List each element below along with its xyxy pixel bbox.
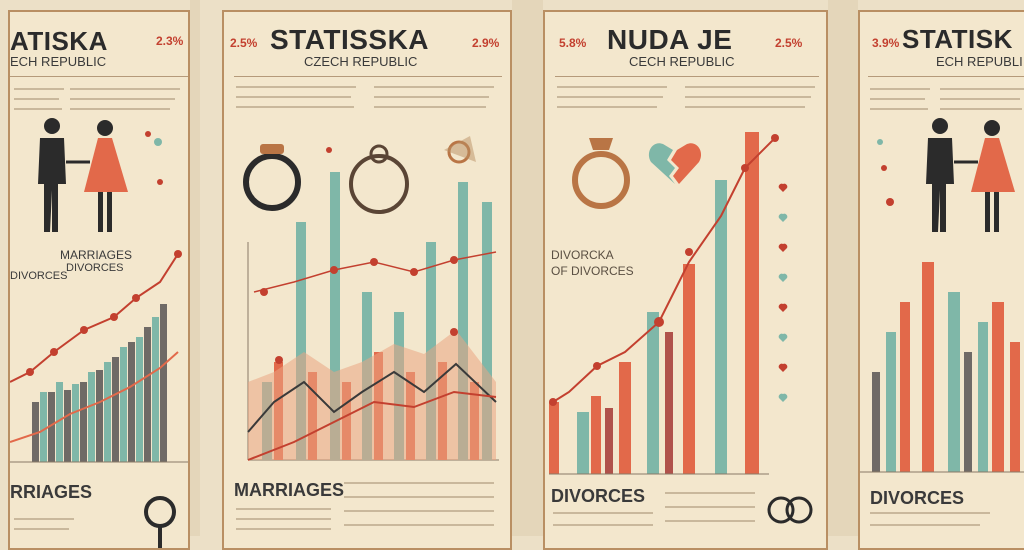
text-line [870,88,930,90]
text-line [870,98,925,100]
panel-1-footer: RRIAGES [10,482,93,502]
panel-1-rule [10,76,188,77]
text-line [665,506,755,508]
panel-gap [828,0,858,536]
text-line [870,524,980,526]
text-line [14,88,64,90]
infographic-panel-3: 5.8% NUDA JE 2.5% CECH REPUBLIC DIVORCKA… [543,10,828,550]
panel-4-pct-left: 3.9% [872,36,900,50]
panel-4-title: STATISK [902,24,1013,54]
legend-marriages: MARRIAGES [60,248,133,262]
text-line [685,86,815,88]
text-line [344,510,494,512]
panel-gap [190,0,200,536]
interlocked-rings-icon [767,496,813,524]
panel-1-subtitle: ECH REPUBLIC [10,54,107,69]
panel-2-title: STATISSKA [270,24,430,55]
panel-3-chart [549,132,779,475]
panel-2-rule [234,76,502,77]
panel-3-title: NUDA JE [607,24,733,55]
legend-divorces-left: DIVORCES [10,270,68,282]
text-line [236,518,331,520]
text-line [70,88,180,90]
text-line [236,96,351,98]
panel-3-subtitle: CECH REPUBLIC [629,54,735,69]
infographic-panel-4: 3.9% STATISK ECH REPUBLI DIVORCES [858,10,1024,550]
panel-1-pct-right: 2.3% [156,34,184,48]
text-line [14,98,59,100]
panel-3-pct-right: 2.5% [775,36,803,50]
text-line [374,86,494,88]
panel-1-title: ATISKA [10,26,108,56]
text-line [553,524,653,526]
panel-gap [512,0,543,536]
text-line [940,98,1020,100]
panel-3-footer: DIVORCES [551,486,646,506]
heart-legend [778,183,788,402]
text-line [557,106,657,108]
panel-3-rule [555,76,819,77]
text-line [870,512,990,514]
text-line [685,106,805,108]
infographic-panel-1: ATISKA 2.3% ECH REPUBLIC MARRIAGES DIVOR… [8,10,190,550]
text-line [344,496,494,498]
text-line [236,508,331,510]
annotation-line-2: OF DIVORCES [551,264,634,278]
text-line [553,512,653,514]
panel-4-chart [860,262,1024,473]
panel-4-subtitle: ECH REPUBLI [936,54,1023,69]
infographic-panel-2: 2.5% STATISSKA 2.9% CZECH REPUBLIC [222,10,512,550]
panel-3-pct-left: 5.8% [559,36,587,50]
text-line [940,108,1022,110]
panel-2-footer: MARRIAGES [234,480,345,500]
ring-icon [144,496,176,548]
text-line [665,520,755,522]
panel-2-chart [247,172,499,461]
text-line [236,528,331,530]
text-line [374,106,486,108]
panel-4-footer: DIVORCES [870,488,965,508]
text-line [665,492,755,494]
panel-2-pct-left: 2.5% [230,36,258,50]
text-line [870,108,928,110]
text-line [70,108,170,110]
text-line [236,86,356,88]
text-line [344,524,494,526]
couple-icon [38,118,163,232]
panel-2-pct-right: 2.9% [472,36,500,50]
text-line [344,482,494,484]
annotation-line-1: DIVORCKA [551,248,614,262]
panel-4-rule [868,76,1024,77]
text-line [236,106,354,108]
text-line [70,98,175,100]
text-line [14,108,62,110]
panel-1-chart [10,250,188,463]
text-line [374,96,489,98]
text-line [14,528,69,530]
text-line [557,96,663,98]
text-line [685,96,811,98]
text-line [14,518,74,520]
rings-illustration [243,136,476,214]
legend-divorces: DIVORCES [66,262,124,274]
text-line [940,88,1024,90]
panel-2-subtitle: CZECH REPUBLIC [304,54,418,69]
broken-heart-icon [648,143,702,184]
couple-icon [877,118,1015,232]
ring-icon [572,138,630,209]
text-line [557,86,667,88]
